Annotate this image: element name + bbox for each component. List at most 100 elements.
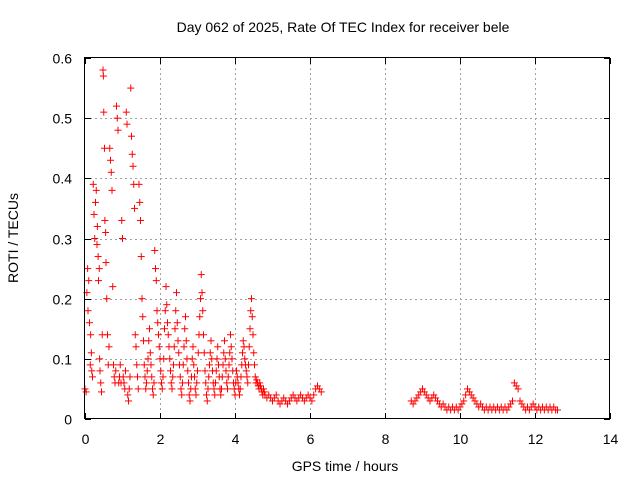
data-point xyxy=(293,397,301,405)
data-point xyxy=(422,391,430,399)
data-point xyxy=(246,325,254,333)
data-point xyxy=(170,343,178,351)
data-point xyxy=(221,337,228,345)
data-point xyxy=(289,391,297,399)
data-point xyxy=(132,343,140,351)
data-point xyxy=(94,253,102,261)
data-point xyxy=(512,382,520,390)
data-point xyxy=(310,391,318,399)
data-point xyxy=(251,373,259,381)
data-point xyxy=(248,313,256,321)
data-point xyxy=(222,367,230,375)
data-point xyxy=(172,307,180,315)
data-point xyxy=(123,120,131,128)
data-point xyxy=(285,397,293,405)
data-point xyxy=(210,385,218,393)
data-point xyxy=(124,391,132,399)
data-point xyxy=(86,361,94,369)
data-point xyxy=(102,228,110,236)
data-point xyxy=(162,283,170,291)
data-point xyxy=(211,391,219,399)
data-point xyxy=(245,361,252,369)
data-point xyxy=(177,385,185,393)
data-point xyxy=(138,295,146,303)
data-point xyxy=(134,373,141,381)
data-point xyxy=(202,379,210,387)
x-tick-label: 8 xyxy=(382,431,390,447)
data-point xyxy=(314,382,321,390)
x-axis-label: GPS time / hours xyxy=(292,458,399,474)
data-point xyxy=(297,391,305,399)
data-point xyxy=(114,126,122,134)
data-point xyxy=(419,385,426,393)
data-point xyxy=(185,391,193,399)
x-tick-label: 14 xyxy=(603,431,619,447)
data-point xyxy=(152,265,159,273)
data-point xyxy=(257,382,264,390)
data-point xyxy=(86,319,93,327)
data-point xyxy=(153,307,161,315)
data-point xyxy=(155,343,163,351)
data-point xyxy=(191,373,198,381)
data-point xyxy=(239,349,246,357)
chart-title: Day 062 of 2025, Rate Of TEC Index for r… xyxy=(177,19,510,35)
data-point xyxy=(200,349,208,357)
data-point xyxy=(182,337,190,345)
data-point xyxy=(186,397,194,405)
data-point xyxy=(191,385,199,393)
data-point xyxy=(180,343,188,351)
data-point xyxy=(233,367,240,375)
data-point xyxy=(176,373,184,381)
data-point xyxy=(112,367,120,375)
y-tick-label: 0.1 xyxy=(53,352,73,368)
data-point xyxy=(250,349,258,357)
data-point xyxy=(134,385,142,393)
data-point xyxy=(197,295,204,303)
data-point xyxy=(456,403,464,411)
data-point xyxy=(284,400,291,408)
y-tick-label: 0.4 xyxy=(53,171,73,187)
data-point xyxy=(184,367,192,375)
data-point xyxy=(249,331,257,339)
data-point xyxy=(227,331,234,339)
data-point xyxy=(139,313,147,321)
data-point xyxy=(107,168,115,176)
data-point xyxy=(166,355,174,363)
data-point xyxy=(93,222,101,230)
data-point xyxy=(161,325,168,333)
data-point xyxy=(146,325,153,333)
data-point xyxy=(221,355,229,363)
data-point xyxy=(434,397,441,405)
data-point xyxy=(171,325,179,333)
data-points xyxy=(81,66,561,414)
data-point xyxy=(300,397,308,405)
data-point xyxy=(223,379,231,387)
data-point xyxy=(203,391,210,399)
data-point xyxy=(141,373,149,381)
data-point xyxy=(125,385,133,393)
data-point xyxy=(148,373,156,381)
data-point xyxy=(168,385,176,393)
data-point xyxy=(236,385,244,393)
y-tick-label: 0.5 xyxy=(53,111,73,127)
data-point xyxy=(161,307,169,315)
data-point xyxy=(280,394,288,402)
data-point xyxy=(212,367,220,375)
data-point xyxy=(224,373,232,381)
data-point xyxy=(126,373,134,381)
data-point xyxy=(118,216,126,224)
data-point xyxy=(95,265,103,273)
data-point xyxy=(93,241,101,249)
data-point xyxy=(265,391,273,399)
data-point xyxy=(213,355,221,363)
data-point xyxy=(227,343,235,351)
data-point xyxy=(220,349,228,357)
data-point xyxy=(525,406,533,414)
data-point xyxy=(91,235,99,242)
data-point xyxy=(206,349,214,357)
data-point xyxy=(150,379,158,387)
data-point xyxy=(136,198,144,206)
data-point xyxy=(239,337,247,345)
data-point xyxy=(101,216,109,224)
data-point xyxy=(248,295,255,303)
